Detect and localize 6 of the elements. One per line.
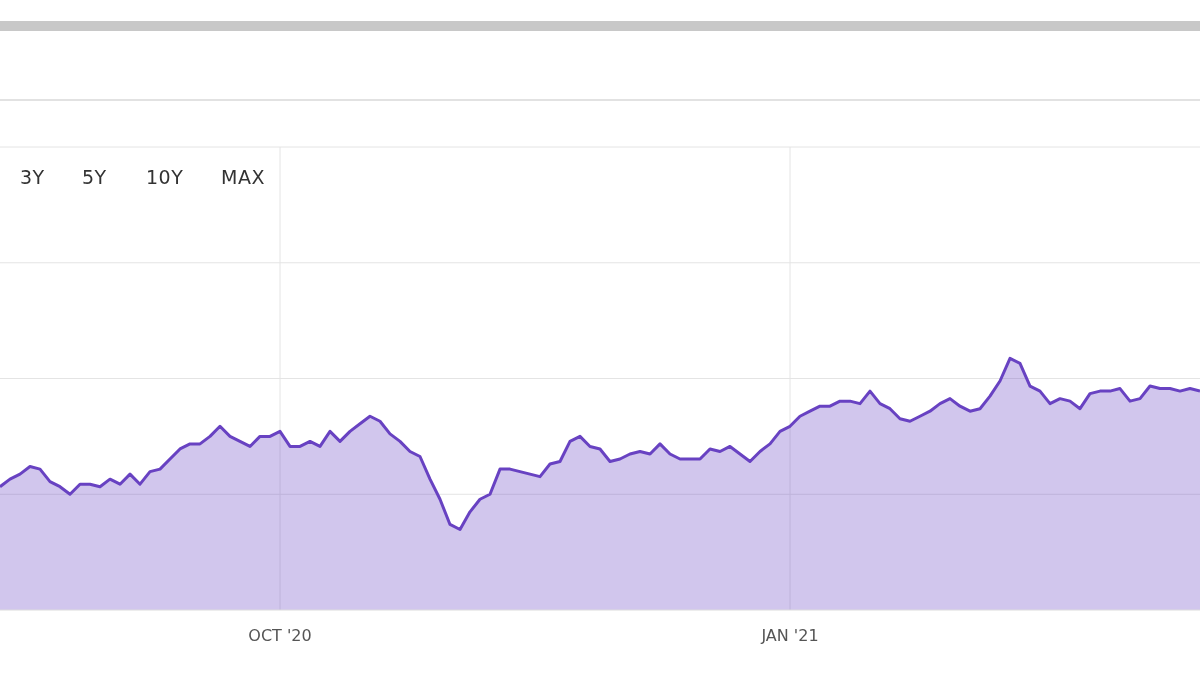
text: 5Y [82, 166, 107, 188]
x-tick-label: OCT '20 [248, 626, 312, 646]
x-tick-label: JAN '21 [760, 626, 819, 646]
text: MAX [221, 166, 265, 188]
text: 3Y [20, 166, 45, 188]
text: 10Y [146, 166, 184, 188]
